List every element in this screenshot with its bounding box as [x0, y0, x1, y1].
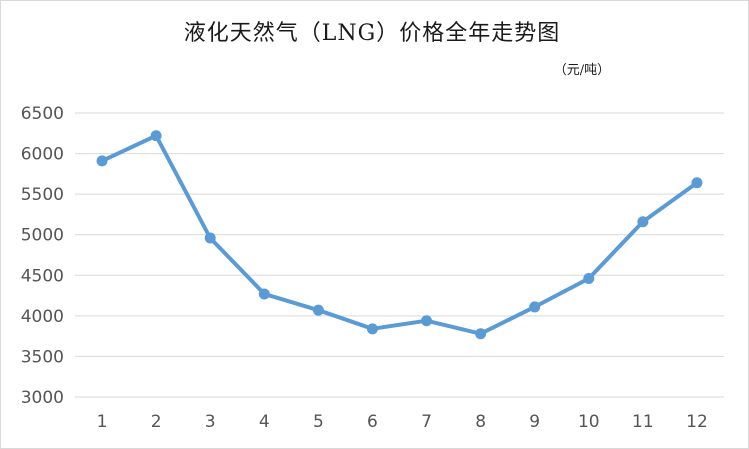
y-tick-label: 6000	[21, 145, 64, 165]
data-point	[691, 177, 703, 189]
data-point	[96, 155, 108, 167]
data-point	[583, 273, 595, 285]
data-point	[637, 216, 649, 228]
x-tick-label: 7	[421, 412, 432, 432]
chart-title: 液化天然气（LNG）价格全年走势图	[184, 21, 560, 46]
x-tick-label: 12	[686, 412, 708, 432]
x-tick-label: 1	[97, 412, 108, 432]
y-tick-label: 4500	[21, 266, 64, 286]
data-point	[258, 288, 270, 300]
y-tick-label: 3000	[21, 388, 64, 408]
x-tick-label: 5	[313, 412, 324, 432]
x-tick-label: 8	[475, 412, 486, 432]
x-tick-label: 6	[367, 412, 378, 432]
data-point	[421, 315, 433, 327]
x-tick-label: 4	[259, 412, 270, 432]
unit-label: （元/吨）	[554, 63, 610, 78]
x-axis-ticks: 1 2 3 4 5 6 7 8 9 10 11 12	[97, 412, 708, 432]
x-tick-label: 3	[205, 412, 216, 432]
data-point	[204, 232, 216, 244]
data-point	[312, 304, 324, 316]
data-point	[529, 301, 541, 313]
series-markers	[96, 130, 703, 340]
y-axis-ticks: 3000 3500 4000 4500 5000 5500 6000 6500	[21, 104, 64, 408]
x-tick-label: 9	[529, 412, 540, 432]
x-tick-label: 2	[151, 412, 162, 432]
y-tick-label: 6500	[21, 104, 64, 124]
series-line-path	[100, 133, 699, 336]
y-tick-label: 3500	[21, 347, 64, 367]
y-tick-label: 4000	[21, 307, 64, 327]
data-point	[366, 323, 378, 335]
x-tick-label: 11	[632, 412, 654, 432]
data-point	[475, 328, 487, 340]
x-tick-label: 10	[578, 412, 600, 432]
grid-lines	[75, 112, 724, 398]
series-line	[100, 133, 699, 336]
y-tick-label: 5000	[21, 226, 64, 246]
y-tick-label: 5500	[21, 185, 64, 205]
data-point	[150, 130, 162, 142]
